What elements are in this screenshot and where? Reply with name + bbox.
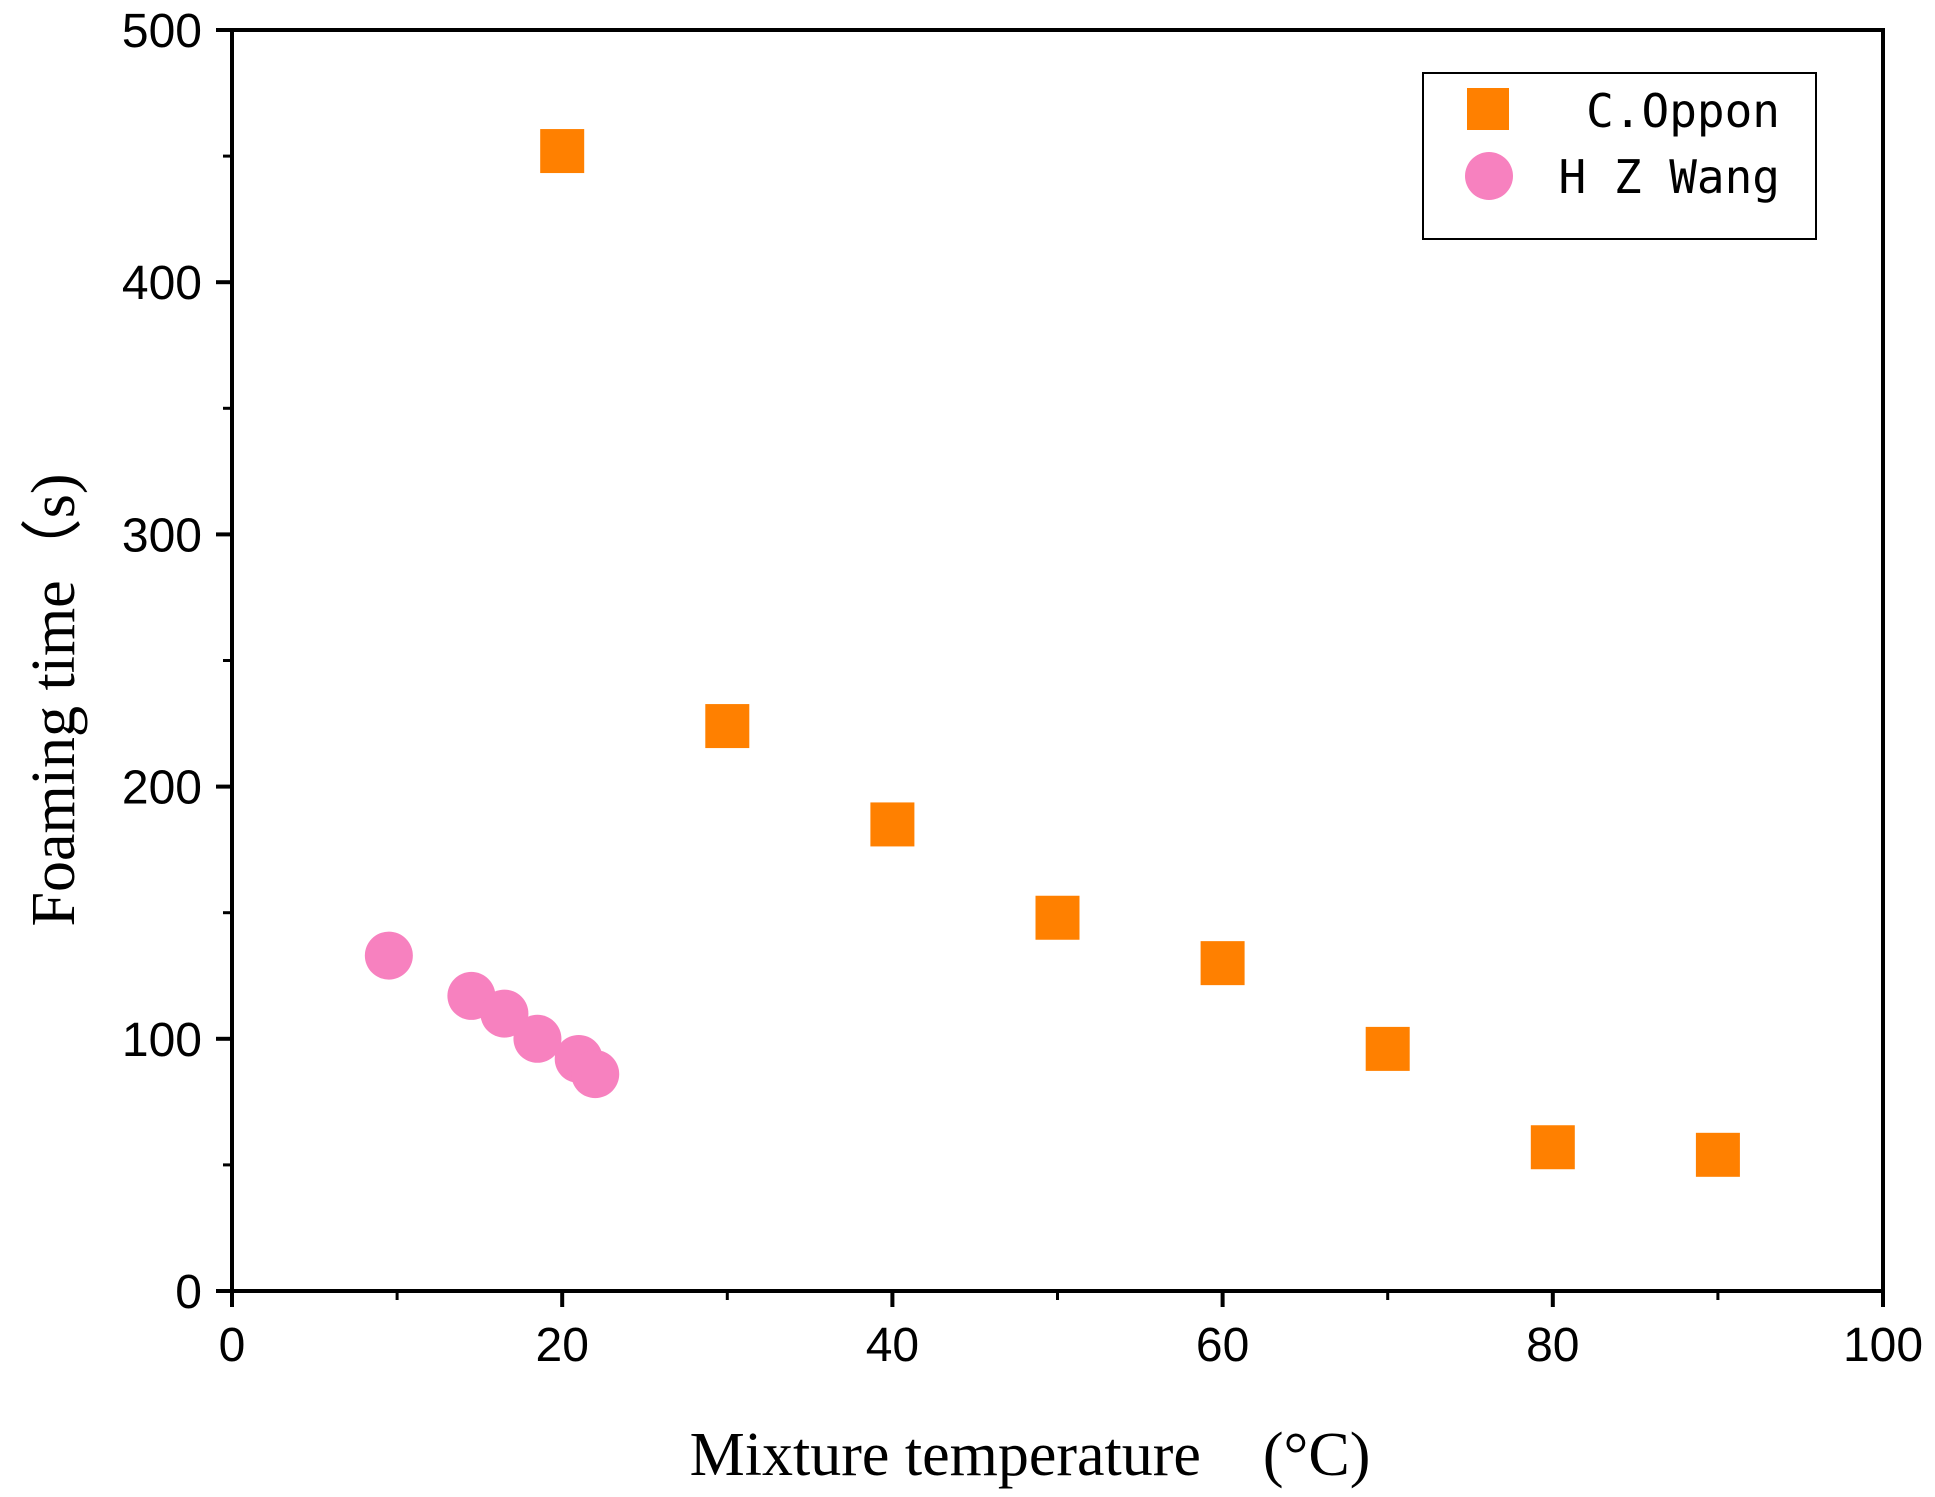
data-point-square	[540, 129, 585, 174]
legend: C.Oppon H Z Wang	[1422, 72, 1817, 240]
data-point-square	[1530, 1125, 1575, 1170]
x-tick-label: 80	[1526, 1319, 1579, 1372]
legend-marker-circle	[1465, 152, 1513, 200]
y-tick-label: 300	[122, 509, 202, 562]
data-point-square	[705, 704, 750, 749]
x-axis-title: Mixture temperature (°C)	[690, 1421, 1371, 1489]
legend-marker-square	[1467, 88, 1509, 130]
data-point-square	[1200, 941, 1245, 986]
x-tick-label: 20	[536, 1319, 589, 1372]
y-axis-title: Foaming time（s)	[20, 474, 88, 927]
data-point-square	[1365, 1026, 1410, 1071]
legend-label-c-oppon: C.Oppon	[1586, 84, 1780, 138]
data-point-circle	[364, 931, 413, 980]
points-layer	[364, 129, 1740, 1177]
x-tick-label: 60	[1196, 1319, 1249, 1372]
data-point-square	[1695, 1132, 1740, 1177]
data-point-square	[1035, 895, 1080, 940]
data-point-circle	[571, 1050, 620, 1099]
y-tick-label: 100	[122, 1014, 202, 1067]
plot-frame	[230, 28, 1885, 1293]
legend-label-h-z-wang: H Z Wang	[1558, 150, 1780, 204]
data-point-square	[870, 802, 915, 847]
y-tick-label: 400	[122, 257, 202, 310]
y-tick-label: 0	[175, 1266, 202, 1319]
y-tick-label: 200	[122, 762, 202, 815]
x-tick-label: 0	[219, 1319, 246, 1372]
data-point-circle	[513, 1014, 562, 1063]
x-tick-label: 100	[1843, 1319, 1923, 1372]
x-tick-label: 40	[866, 1319, 919, 1372]
y-tick-label: 500	[122, 5, 202, 58]
data-point-circle	[480, 989, 529, 1038]
tick-labels-layer: 0 20 40 60 80 100 0 100 200 300 400 500	[122, 5, 1923, 1372]
